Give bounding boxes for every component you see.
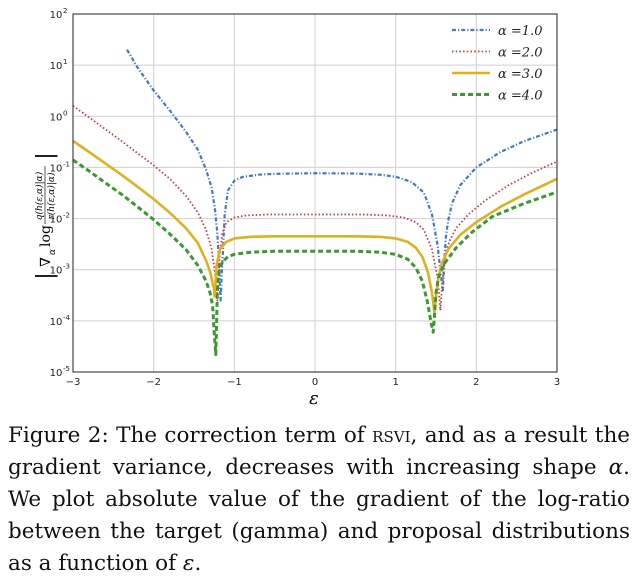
x-tick-label: 1	[392, 377, 398, 388]
legend-label-3: α =3.0	[498, 67, 542, 82]
y-tick-label: 10	[50, 10, 63, 21]
ylabel-bar-close: |	[33, 152, 58, 159]
ylabel-nabla: ∇	[38, 257, 54, 267]
y-tick-exponent: 1	[63, 58, 67, 66]
x-axis-label: ε	[309, 388, 319, 409]
series-line-alpha-3	[72, 139, 558, 314]
series-line-alpha-4	[72, 158, 558, 356]
series-line-alpha-1	[126, 49, 558, 302]
caption-method-name: rsvi	[372, 423, 411, 448]
legend-label-4: α =4.0	[498, 89, 542, 104]
caption-epsilon-symbol: ε	[182, 551, 195, 576]
x-tick-label: 2	[473, 377, 479, 388]
y-tick-label: 10	[50, 266, 63, 277]
caption-text-1: The correction term of	[108, 423, 373, 448]
y-axis-label: | ∇ α log q(h(ε,α)|α) r(h(ε,α)|α) |	[33, 152, 58, 279]
caption-text-3: . We plot absolute value of the gradient…	[8, 455, 630, 576]
y-tick-exponent: -3	[63, 263, 70, 271]
y-tick-exponent: -4	[63, 314, 71, 322]
plot-frame	[72, 13, 558, 373]
ylabel-log: log	[38, 225, 54, 247]
caption-text-4: .	[194, 551, 202, 576]
ylabel-subscript: α	[48, 249, 58, 255]
ylabel-denominator: r(h(ε,α)|α)	[46, 172, 57, 220]
caption-alpha-symbol: α	[608, 455, 624, 480]
figure-caption: Figure 2: The correction term of rsvi, a…	[8, 420, 630, 580]
legend: α =1.0 α =2.0 α =3.0 α =4.0	[452, 24, 542, 104]
legend-label-1: α =1.0	[498, 24, 542, 39]
y-tick-label: 10	[50, 163, 63, 174]
y-tick-exponent: -2	[63, 212, 70, 220]
y-tick-exponent: -5	[63, 365, 70, 373]
x-tick-label: −2	[146, 377, 161, 388]
caption-label: Figure 2:	[8, 423, 109, 448]
x-tick-label: 3	[554, 377, 560, 388]
x-tick-label: −3	[66, 377, 81, 388]
legend-label-2: α =2.0	[498, 46, 542, 61]
x-ticks: −3 −2 −1 0 1 2 3	[66, 377, 561, 388]
x-tick-label: −1	[227, 377, 242, 388]
y-tick-label: 10	[50, 112, 63, 123]
y-tick-label: 10	[50, 317, 63, 328]
y-tick-label: 10	[50, 215, 63, 226]
y-tick-exponent: -1	[63, 160, 70, 168]
y-tick-label: 10	[50, 368, 63, 379]
ylabel-bar-open: |	[33, 272, 58, 279]
y-tick-label: 10	[50, 61, 63, 72]
x-tick-label: 0	[312, 377, 318, 388]
y-tick-exponent: 2	[63, 7, 67, 15]
caption-text-2: , and as a result the gradient variance,…	[8, 423, 631, 480]
ylabel-numerator: q(h(ε,α)|α)	[34, 171, 45, 220]
y-tick-exponent: 0	[63, 109, 67, 117]
series-layer	[72, 49, 558, 356]
